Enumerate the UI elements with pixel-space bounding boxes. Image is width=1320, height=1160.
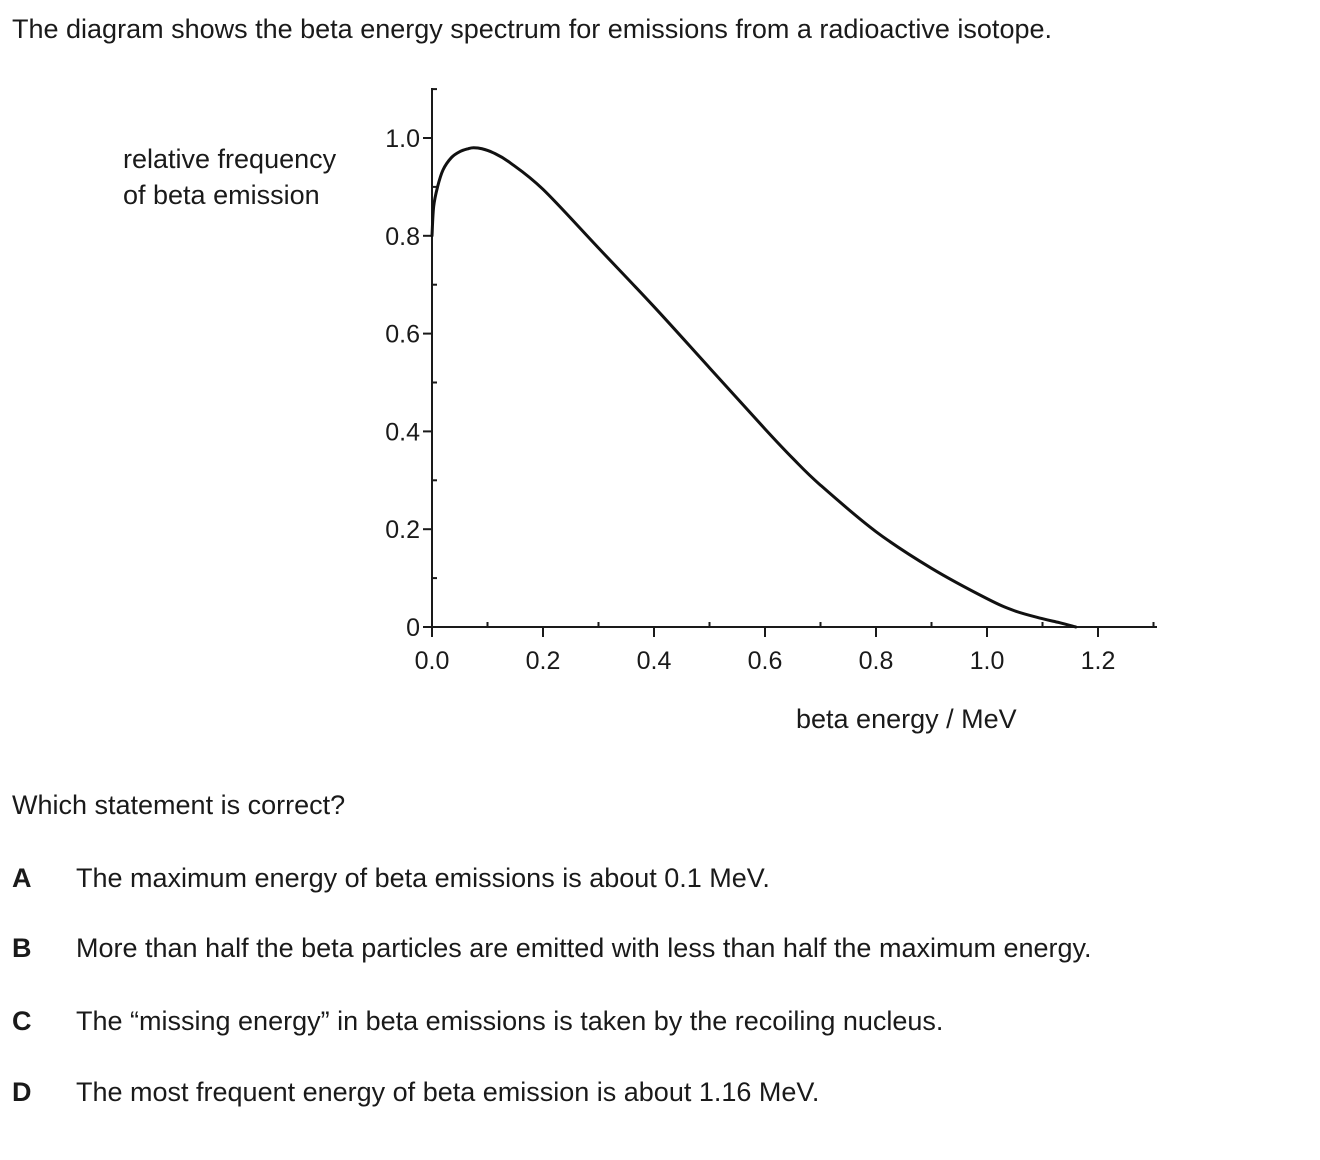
y-axis-label: relative frequency of beta emission [123,141,336,213]
x-axis-label: beta energy / MeV [796,704,1017,734]
y-tick-label: 0 [406,614,420,642]
option-text: The maximum energy of beta emissions is … [76,863,770,893]
x-tick-label: 0.8 [859,647,894,675]
option-text: More than half the beta particles are em… [76,933,1092,963]
chart-tick-labels: 0.0 0.2 0.4 0.6 0.8 1.0 1.2 0 0.2 0.4 0.6 0.8 1.0 [385,125,1115,675]
x-tick-label: 0.4 [637,647,672,675]
y-axis-label-line-2: of beta emission [123,180,320,210]
option-letter: C [12,1006,32,1036]
question-intro: The diagram shows the beta energy spectr… [12,14,1052,44]
x-tick-label: 0.6 [748,647,783,675]
y-axis-label-line-1: relative frequency [123,144,337,174]
chart-axes [431,88,1157,628]
x-tick-label: 1.2 [1081,647,1116,675]
y-tick-label: 0.2 [385,516,420,544]
y-tick-label: 1.0 [385,125,420,153]
y-tick-label: 0.4 [385,418,420,446]
beta-spectrum-chart: 0.0 0.2 0.4 0.6 0.8 1.0 1.2 0 0.2 0.4 0.6 0.8 1.0 [385,88,1157,675]
option-letter: D [12,1077,32,1107]
chart-curve-layer [430,146,1078,629]
option-letter: B [12,933,32,963]
question-prompt: Which statement is correct? [12,790,346,820]
x-tick-label: 0.2 [526,647,561,675]
y-tick-label: 0.6 [385,321,420,349]
chart-ticks [423,88,1155,637]
spectrum-curve [430,146,1078,629]
option-text: The “missing energy” in beta emissions i… [76,1006,944,1036]
x-tick-label: 1.0 [970,647,1005,675]
option-text: The most frequent energy of beta emissio… [76,1077,820,1107]
x-tick-label: 0.0 [415,647,450,675]
option-letter: A [12,863,32,893]
y-tick-label: 0.8 [385,223,420,251]
